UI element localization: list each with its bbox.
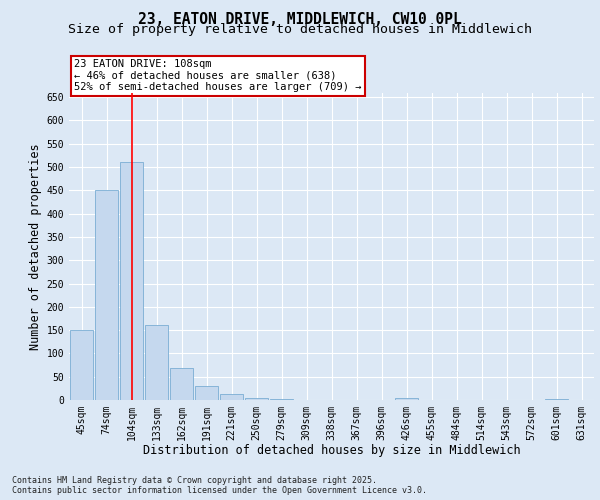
Bar — [395, 398, 418, 400]
Text: 23, EATON DRIVE, MIDDLEWICH, CW10 0PL: 23, EATON DRIVE, MIDDLEWICH, CW10 0PL — [138, 12, 462, 28]
Bar — [269, 398, 293, 400]
Bar — [545, 398, 568, 400]
Text: Size of property relative to detached houses in Middlewich: Size of property relative to detached ho… — [68, 22, 532, 36]
Bar — [70, 330, 94, 400]
Bar — [145, 326, 169, 400]
Text: Contains HM Land Registry data © Crown copyright and database right 2025.
Contai: Contains HM Land Registry data © Crown c… — [12, 476, 427, 495]
Bar — [220, 394, 244, 400]
Bar — [245, 398, 268, 400]
Bar — [95, 190, 118, 400]
Bar — [194, 386, 218, 400]
Text: 23 EATON DRIVE: 108sqm
← 46% of detached houses are smaller (638)
52% of semi-de: 23 EATON DRIVE: 108sqm ← 46% of detached… — [74, 60, 362, 92]
X-axis label: Distribution of detached houses by size in Middlewich: Distribution of detached houses by size … — [143, 444, 520, 458]
Bar — [170, 368, 193, 400]
Y-axis label: Number of detached properties: Number of detached properties — [29, 143, 43, 350]
Bar — [119, 162, 143, 400]
